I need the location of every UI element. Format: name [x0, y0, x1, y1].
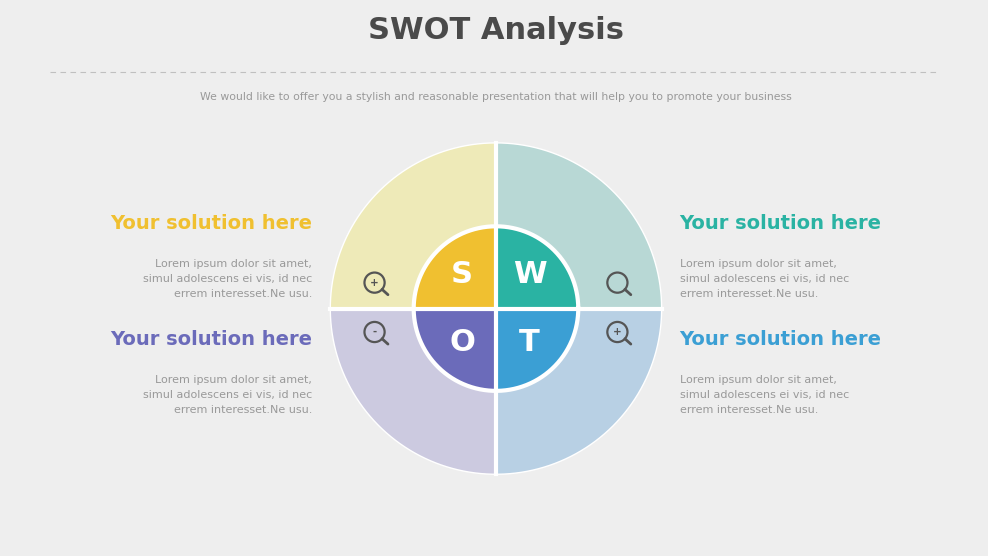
Text: -: - [372, 327, 376, 337]
Polygon shape [330, 309, 496, 474]
Text: Lorem ipsum dolor sit amet,
simul adolescens ei vis, id nec
errem interesset.Ne : Lorem ipsum dolor sit amet, simul adoles… [680, 375, 849, 415]
Text: We would like to offer you a stylish and reasonable presentation that will help : We would like to offer you a stylish and… [201, 92, 791, 102]
Text: SWOT Analysis: SWOT Analysis [368, 16, 624, 44]
Text: Your solution here: Your solution here [680, 330, 881, 349]
Text: Your solution here: Your solution here [680, 214, 881, 232]
Text: O: O [450, 328, 475, 357]
Polygon shape [414, 309, 496, 391]
Text: Lorem ipsum dolor sit amet,
simul adolescens ei vis, id nec
errem interesset.Ne : Lorem ipsum dolor sit amet, simul adoles… [143, 259, 312, 299]
Text: Lorem ipsum dolor sit amet,
simul adolescens ei vis, id nec
errem interesset.Ne : Lorem ipsum dolor sit amet, simul adoles… [680, 259, 849, 299]
Polygon shape [414, 226, 496, 309]
Text: W: W [513, 260, 546, 289]
Text: Your solution here: Your solution here [111, 214, 312, 232]
Text: T: T [520, 328, 540, 357]
Polygon shape [330, 143, 496, 309]
Text: S: S [452, 260, 473, 289]
Polygon shape [496, 309, 578, 391]
Polygon shape [496, 309, 662, 474]
Text: +: + [370, 277, 379, 287]
Polygon shape [496, 143, 662, 309]
Text: Lorem ipsum dolor sit amet,
simul adolescens ei vis, id nec
errem interesset.Ne : Lorem ipsum dolor sit amet, simul adoles… [143, 375, 312, 415]
Polygon shape [496, 226, 578, 309]
Text: Your solution here: Your solution here [111, 330, 312, 349]
Text: +: + [613, 327, 621, 337]
